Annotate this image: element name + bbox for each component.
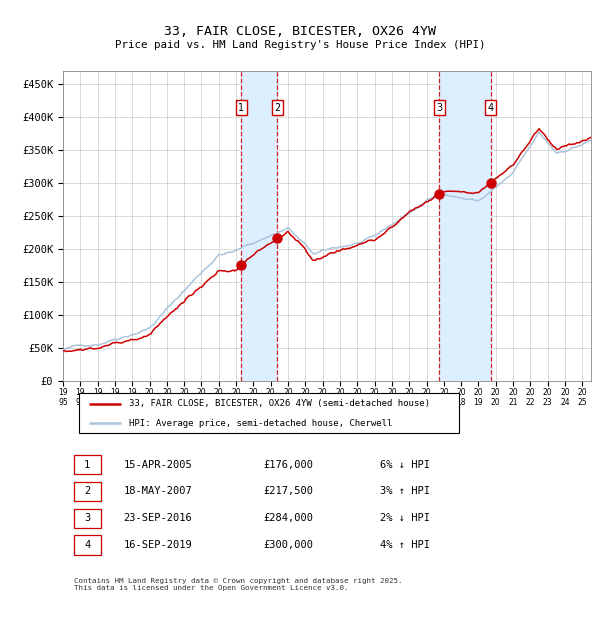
Text: 16-SEP-2019: 16-SEP-2019 (124, 540, 193, 550)
Text: 33, FAIR CLOSE, BICESTER, OX26 4YW: 33, FAIR CLOSE, BICESTER, OX26 4YW (164, 25, 436, 38)
Text: 6% ↓ HPI: 6% ↓ HPI (380, 459, 430, 470)
Text: 15-APR-2005: 15-APR-2005 (124, 459, 193, 470)
Text: 4: 4 (488, 102, 494, 113)
FancyBboxPatch shape (74, 535, 101, 554)
Text: 2% ↓ HPI: 2% ↓ HPI (380, 513, 430, 523)
Text: 2: 2 (84, 487, 91, 497)
Text: 1: 1 (84, 459, 91, 470)
FancyBboxPatch shape (74, 455, 101, 474)
FancyBboxPatch shape (79, 393, 459, 433)
Text: £217,500: £217,500 (263, 487, 314, 497)
Text: 2: 2 (274, 102, 280, 113)
Text: 18-MAY-2007: 18-MAY-2007 (124, 487, 193, 497)
Text: £176,000: £176,000 (263, 459, 314, 470)
Text: 23-SEP-2016: 23-SEP-2016 (124, 513, 193, 523)
Text: £300,000: £300,000 (263, 540, 314, 550)
Text: Price paid vs. HM Land Registry's House Price Index (HPI): Price paid vs. HM Land Registry's House … (115, 40, 485, 50)
FancyBboxPatch shape (74, 482, 101, 501)
FancyBboxPatch shape (74, 508, 101, 528)
Text: 3: 3 (436, 102, 442, 113)
Text: HPI: Average price, semi-detached house, Cherwell: HPI: Average price, semi-detached house,… (129, 419, 392, 428)
Text: 4% ↑ HPI: 4% ↑ HPI (380, 540, 430, 550)
Bar (439, 71, 491, 381)
Text: 4: 4 (84, 540, 91, 550)
Text: 1: 1 (238, 102, 244, 113)
Text: Contains HM Land Registry data © Crown copyright and database right 2025.
This d: Contains HM Land Registry data © Crown c… (74, 578, 402, 591)
Text: 3: 3 (84, 513, 91, 523)
Text: 33, FAIR CLOSE, BICESTER, OX26 4YW (semi-detached house): 33, FAIR CLOSE, BICESTER, OX26 4YW (semi… (129, 399, 430, 408)
Text: £284,000: £284,000 (263, 513, 314, 523)
Bar (241, 71, 277, 381)
Text: 3% ↑ HPI: 3% ↑ HPI (380, 487, 430, 497)
